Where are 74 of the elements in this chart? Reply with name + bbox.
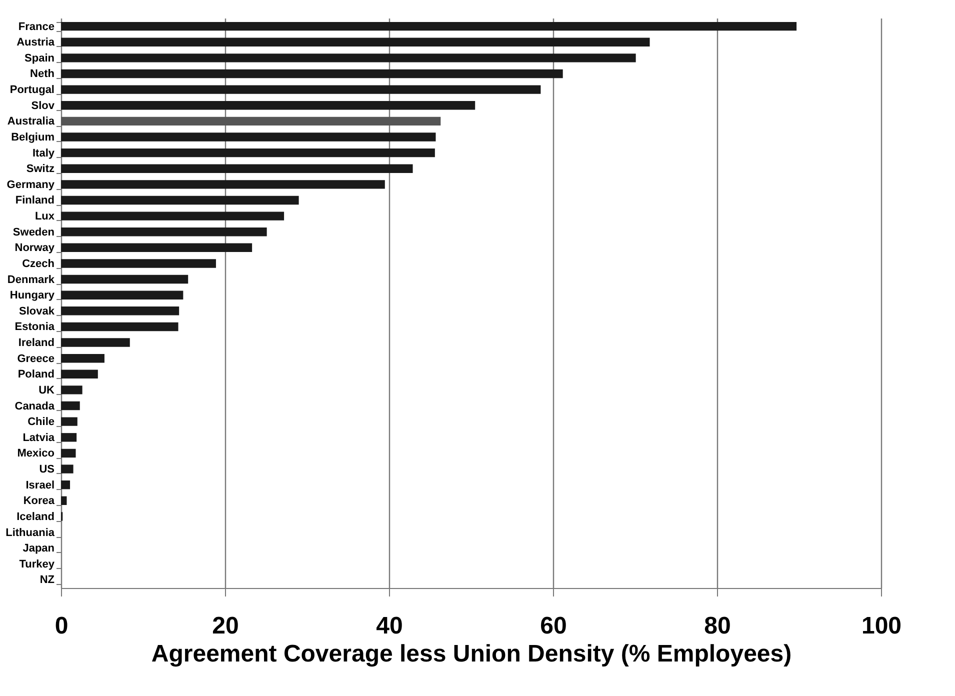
y-tick-label: Turkey <box>19 558 56 570</box>
y-tick-label: Mexico <box>17 448 55 460</box>
y-tick-label: Czech <box>22 258 55 270</box>
bar <box>61 212 284 220</box>
x-tick-label: 40 <box>376 612 403 640</box>
y-tick-label: Iceland <box>16 510 54 523</box>
bar <box>61 69 563 78</box>
y-tick-label: Chile <box>28 416 54 428</box>
bar <box>61 38 650 46</box>
x-tick-label: 80 <box>704 612 731 640</box>
bar <box>61 228 267 236</box>
bar <box>61 370 98 378</box>
y-tick-label: Italy <box>32 147 56 160</box>
y-tick-label: Switz <box>26 163 55 176</box>
y-tick-label: Finland <box>15 194 54 207</box>
bar <box>61 101 476 110</box>
bar <box>61 196 299 205</box>
bar <box>61 243 252 252</box>
y-tick-label: UK <box>38 384 55 396</box>
x-tick-label: 20 <box>212 612 239 640</box>
y-tick-label: Germany <box>6 178 56 191</box>
bar <box>61 180 385 189</box>
y-tick-label: Canada <box>14 400 56 412</box>
bar <box>61 132 436 142</box>
bar <box>61 274 188 284</box>
bar <box>61 22 797 31</box>
y-tick-label: Slov <box>31 100 56 112</box>
y-tick-label: Slovak <box>19 305 56 318</box>
y-tick-label: Israel <box>26 479 54 492</box>
bar <box>61 259 216 268</box>
bar <box>61 433 77 442</box>
x-axis-title: Agreement Coverage less Union Density (% Employees) <box>151 640 792 668</box>
bar <box>61 417 78 426</box>
bar <box>61 85 541 94</box>
bar <box>61 338 130 347</box>
bar <box>61 448 76 458</box>
y-tick-label: Lux <box>34 210 56 223</box>
y-tick-label: Denmark <box>7 274 56 286</box>
x-tick-label: 60 <box>540 612 567 640</box>
bar <box>61 354 104 363</box>
bar <box>61 386 82 394</box>
x-tick-label: 100 <box>861 612 902 640</box>
bar <box>61 464 74 474</box>
bar <box>61 480 70 490</box>
y-tick-label: Latvia <box>22 432 56 444</box>
bar <box>61 164 413 173</box>
y-tick-label: Sweden <box>12 226 55 238</box>
y-tick-label: Hungary <box>10 290 56 302</box>
y-tick-label: Portugal <box>10 84 54 96</box>
y-tick-label: Estonia <box>14 321 56 334</box>
y-tick-label: Poland <box>18 368 54 381</box>
bar <box>61 116 441 126</box>
y-tick-label: Lithuania <box>6 526 56 539</box>
y-tick-label: Austria <box>16 36 56 49</box>
y-tick-label: Ireland <box>18 337 54 350</box>
bar <box>61 401 80 410</box>
y-tick-label: NZ <box>40 574 55 586</box>
x-tick-label: 0 <box>54 612 68 640</box>
y-tick-label: Spain <box>24 52 55 64</box>
bar <box>61 148 435 158</box>
y-tick-label: Greece <box>17 352 54 365</box>
y-tick-label: Japan <box>22 542 55 555</box>
y-tick-label: France <box>18 20 54 33</box>
bar <box>61 290 184 300</box>
y-tick-label: Korea <box>23 495 56 508</box>
y-tick-label: Neth <box>30 68 55 80</box>
bar <box>61 306 180 316</box>
bar <box>61 496 67 505</box>
y-tick-label: Norway <box>14 242 56 254</box>
y-tick-label: US <box>39 464 54 476</box>
y-tick-label: Australia <box>7 116 56 128</box>
bar <box>61 54 636 62</box>
y-tick-label: Belgium <box>11 131 55 144</box>
bar <box>61 322 178 332</box>
